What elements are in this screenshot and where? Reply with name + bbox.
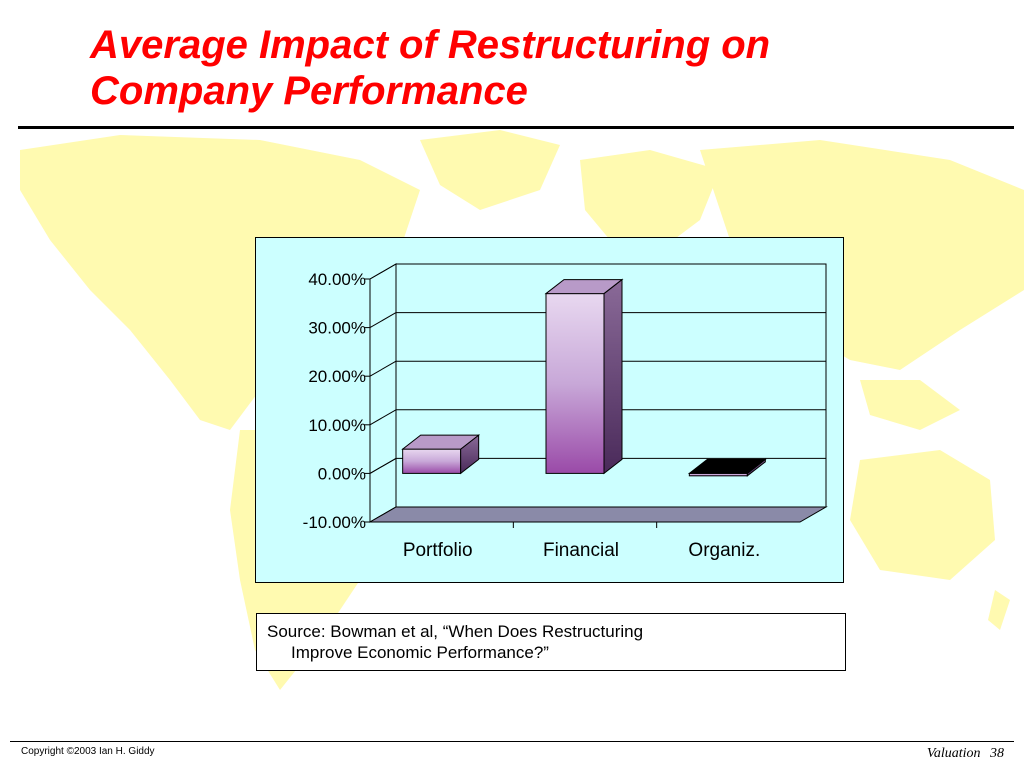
page-number: 38 (990, 746, 1004, 761)
zero-line-side (369, 457, 397, 474)
bar-top (401, 434, 481, 450)
bar-side (603, 278, 623, 475)
x-category-label: Financial (543, 540, 619, 561)
map-asia (700, 140, 1024, 370)
y-tick-label: 20.00% (308, 367, 366, 386)
source-line-2: Improve Economic Performance?” (291, 643, 549, 662)
plot-side-wall (369, 263, 397, 523)
footer-section: Valuation 38 (921, 746, 1004, 762)
bar-financial (545, 293, 605, 474)
y-tick-label: 0.00% (318, 464, 366, 483)
bar-top (544, 279, 624, 295)
slide-title: Average Impact of Restructuring on Compa… (90, 22, 990, 114)
slide-title-line-1: Average Impact of Restructuring on (90, 23, 771, 67)
y-tick-label: -10.00% (303, 513, 366, 532)
footer-rule (10, 741, 1014, 742)
bar-top (687, 458, 767, 474)
map-north-america (20, 135, 420, 430)
y-tick-label: 10.00% (308, 416, 366, 435)
footer-section-name: Valuation (926, 746, 981, 761)
map-greenland (420, 130, 560, 210)
gridline-side (369, 312, 397, 329)
bar-portfolio (402, 448, 462, 474)
source-line-1: Source: Bowman et al, “When Does Restruc… (267, 622, 644, 641)
bar-chart: 40.00% 30.00% 20.00% 10.00% 0.00% -10.00% Port… (303, 263, 828, 561)
plot-floor (368, 506, 828, 523)
map-islands (860, 380, 960, 430)
title-underline (18, 126, 1014, 129)
x-category-label: Portfolio (403, 540, 473, 561)
y-tick-label: 30.00% (308, 319, 366, 338)
gridline-side (369, 409, 397, 426)
y-tick-label: 40.00% (308, 270, 366, 289)
copyright-text: Copyright ©2003 Ian H. Giddy (21, 746, 155, 757)
gridline-side (369, 263, 397, 280)
x-category-label: Organiz. (688, 540, 760, 561)
gridline-side (369, 360, 397, 377)
chart-container: 40.00% 30.00% 20.00% 10.00% 0.00% -10.00% Port… (255, 237, 844, 583)
map-new-zealand (988, 590, 1010, 630)
map-australia (850, 450, 995, 580)
slide-title-line-2: Company Performance (90, 69, 528, 113)
map-europe (580, 150, 720, 250)
source-note: Source: Bowman et al, “When Does Restruc… (256, 613, 846, 671)
